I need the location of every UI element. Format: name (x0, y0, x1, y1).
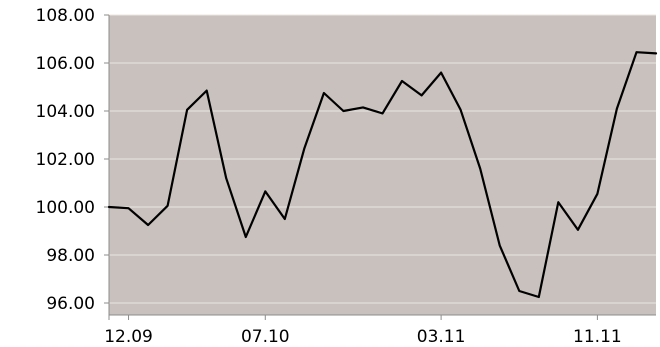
data-point (186, 109, 188, 111)
y-tick-label: 96.00 (46, 294, 95, 314)
data-point (518, 290, 521, 292)
data-point (362, 106, 364, 109)
axes (104, 14, 656, 320)
data-point (479, 167, 481, 170)
data-point (655, 52, 657, 55)
data-point (147, 224, 149, 226)
data-point (557, 201, 560, 203)
data-point (303, 147, 306, 149)
series-group (107, 51, 658, 299)
data-point (205, 89, 208, 92)
data-point (342, 110, 345, 112)
x-tick-label: 11.11 (573, 327, 622, 347)
plot-area (109, 15, 656, 315)
data-point (108, 206, 110, 208)
data-point (264, 190, 267, 193)
data-point (166, 205, 169, 207)
x-tick-label: 07.10 (241, 327, 290, 347)
data-point (420, 94, 423, 97)
data-point (498, 244, 501, 247)
y-tick-labels: 108.00 106.00 104.00 102.00 100.00 98.00 96.00 (36, 6, 95, 314)
data-point (401, 80, 403, 82)
data-point (537, 296, 540, 298)
x-tick-label: 12.09 (104, 327, 153, 347)
y-tick-label: 104.00 (36, 102, 95, 122)
data-point (596, 193, 599, 195)
data-point (284, 218, 286, 220)
data-point (225, 177, 228, 179)
data-point (127, 207, 130, 209)
y-tick-label: 102.00 (36, 150, 95, 170)
data-point (577, 229, 579, 231)
x-tick-labels: 12.09 07.10 03.11 11.11 (104, 327, 622, 347)
y-tick-label: 108.00 (36, 6, 95, 26)
y-tick-label: 106.00 (36, 54, 95, 74)
grid-lines (109, 14, 656, 304)
data-point (616, 107, 618, 110)
data-point (440, 71, 442, 74)
data-point (244, 236, 247, 238)
data-point (459, 109, 462, 111)
data-point (635, 51, 638, 53)
data-point (381, 112, 384, 115)
y-tick-label: 100.00 (36, 198, 95, 218)
y-tick-label: 98.00 (46, 246, 95, 266)
x-tick-label: 03.11 (417, 327, 466, 347)
data-point (323, 92, 325, 94)
